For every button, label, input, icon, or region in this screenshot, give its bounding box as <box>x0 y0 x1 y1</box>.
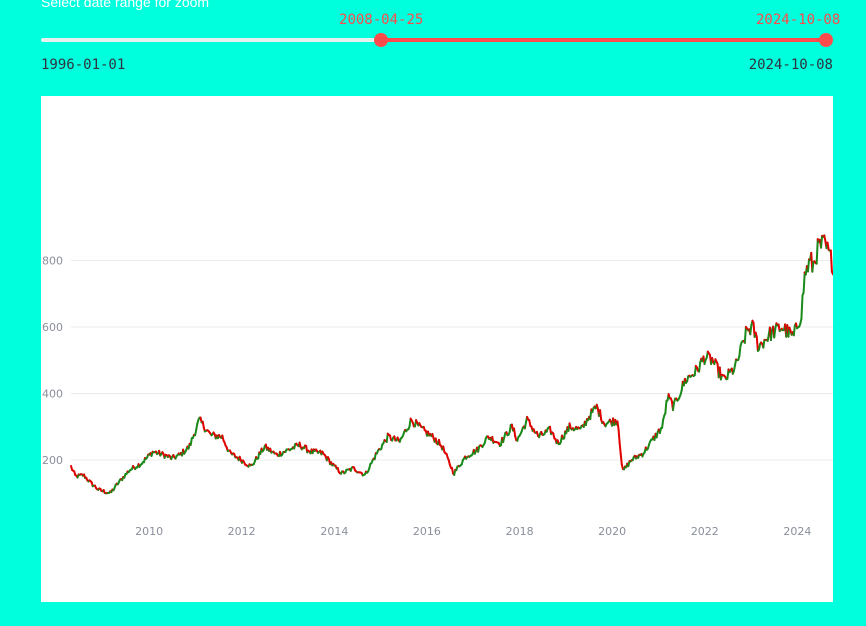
y-tick-label: 400 <box>42 388 63 401</box>
price-line-segment <box>619 453 623 466</box>
slider-min-label: 1996-01-01 <box>41 57 126 73</box>
price-line-segment <box>617 428 621 444</box>
price-line-segment <box>755 336 759 352</box>
chart-svg[interactable]: 200 400 600 800 2010 2012 2014 2016 2018 2020 2022… <box>41 96 833 602</box>
price-line-segment <box>762 338 766 349</box>
x-tick-label: 2010 <box>135 525 163 538</box>
price-line-segment <box>698 361 702 373</box>
x-tick-label: 2020 <box>598 525 626 538</box>
price-line-segment <box>769 328 774 342</box>
price-line-segment <box>749 324 753 336</box>
price-line-segment <box>826 241 830 251</box>
price-line-segment <box>195 422 199 431</box>
y-tick-label: 600 <box>42 321 63 334</box>
price-line-segment <box>616 420 620 431</box>
price-line-segment <box>671 401 676 412</box>
slider-start-handle[interactable] <box>374 33 389 47</box>
x-tick-label: 2012 <box>228 525 256 538</box>
price-line-segment <box>201 420 205 429</box>
price-line-segment <box>800 294 804 320</box>
y-tick-label: 800 <box>42 255 63 268</box>
price-line-segment <box>618 441 622 456</box>
y-tick-label: 200 <box>42 454 63 467</box>
price-line-segment <box>373 452 377 461</box>
slider-label: Select date range for zoom <box>41 0 210 10</box>
price-line-segment <box>815 238 819 265</box>
price-line-segment <box>599 409 603 421</box>
price-line-segment <box>766 333 770 342</box>
x-tick-label: 2024 <box>783 525 811 538</box>
price-line-segment <box>743 325 747 344</box>
price-line-segment <box>513 427 517 438</box>
x-tick-label: 2014 <box>320 525 348 538</box>
price-line-segment <box>820 234 824 249</box>
price-line-segment <box>773 327 777 339</box>
slider-start-value: 2008-04-25 <box>339 12 424 28</box>
price-line-segment <box>661 418 665 429</box>
price-line-segment <box>802 271 806 294</box>
price-line-segment <box>792 324 796 337</box>
slider-end-value: 2024-10-08 <box>756 12 841 28</box>
slider-max-label: 2024-10-08 <box>748 57 833 73</box>
price-line-segment <box>523 420 528 430</box>
x-tick-label: 2016 <box>413 525 441 538</box>
price-line-segment <box>811 260 815 273</box>
price-line-segment <box>806 258 811 273</box>
slider-selected-range <box>381 38 826 42</box>
price-line-segment <box>385 432 389 443</box>
stock-price-chart[interactable]: 200 400 600 800 2010 2012 2014 2016 2018 2020 2022… <box>41 96 833 602</box>
slider-end-handle[interactable] <box>819 33 833 47</box>
price-line-segment <box>664 399 668 415</box>
x-tick-label: 2018 <box>506 525 534 538</box>
price-line-segment <box>189 437 193 446</box>
x-tick-label: 2022 <box>691 525 719 538</box>
price-line-segment <box>830 270 833 276</box>
price-line-segment <box>508 423 512 433</box>
price-line-segment <box>829 249 833 273</box>
price-line-segment <box>738 345 742 357</box>
